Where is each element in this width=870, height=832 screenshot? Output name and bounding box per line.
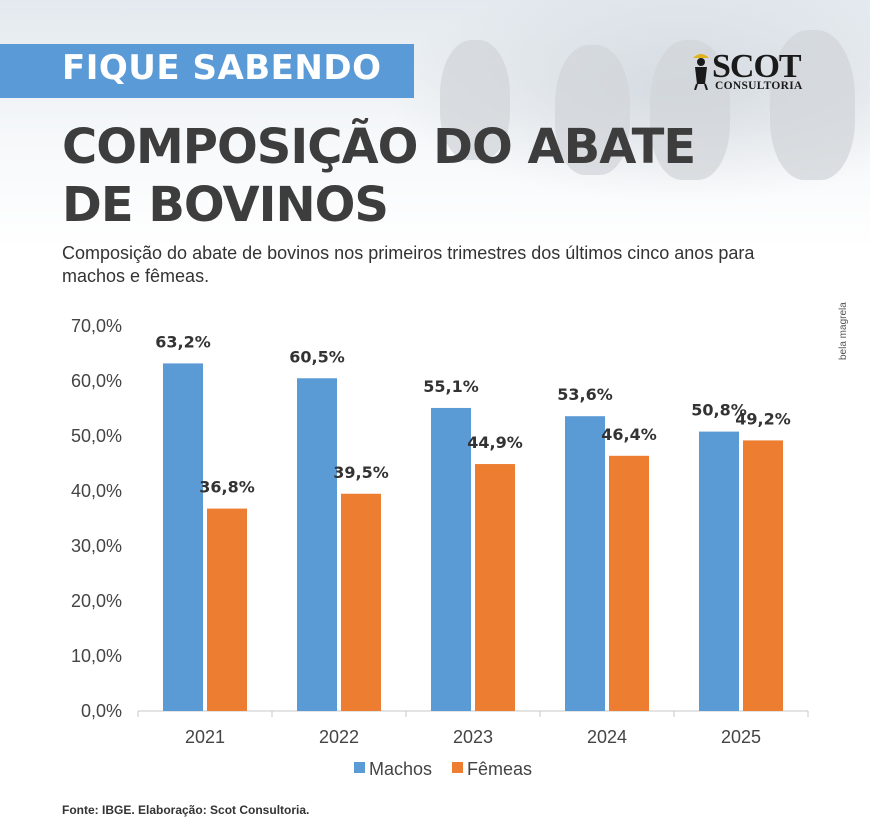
y-tick-label: 70,0% <box>71 316 122 336</box>
legend-label: Machos <box>369 759 432 779</box>
x-tick-label: 2024 <box>587 727 627 747</box>
bar-machos <box>163 363 203 711</box>
cattle-photo <box>440 40 510 160</box>
bar-machos <box>297 378 337 711</box>
legend-swatch-fêmeas <box>452 762 463 773</box>
x-tick-label: 2023 <box>453 727 493 747</box>
banner <box>0 44 414 98</box>
data-label: 46,4% <box>601 425 657 444</box>
bar-fêmeas <box>609 455 649 711</box>
y-tick-label: 50,0% <box>71 426 122 446</box>
page-title: COMPOSIÇÃO DO ABATE DE BOVINOS <box>62 118 696 234</box>
cattle-photo <box>650 40 730 180</box>
logo-word: SCOT <box>712 48 802 85</box>
data-label: 53,6% <box>557 385 613 404</box>
cowboy-icon <box>693 54 709 90</box>
y-tick-label: 10,0% <box>71 646 122 666</box>
title-line-2: DE BOVINOS <box>62 177 389 233</box>
cattle-photo <box>770 30 855 180</box>
y-tick-label: 30,0% <box>71 536 122 556</box>
source-footer: Fonte: IBGE. Elaboração: Scot Consultori… <box>62 803 310 817</box>
banner-label: FIQUE SABENDO <box>62 48 382 88</box>
cattle-photo <box>555 45 630 175</box>
bar-fêmeas <box>743 440 783 711</box>
x-tick-label: 2022 <box>319 727 359 747</box>
bar-fêmeas <box>341 493 381 711</box>
x-tick-label: 2025 <box>721 727 761 747</box>
header-background <box>0 0 870 250</box>
chart-subtitle: Composição do abate de bovinos nos prime… <box>62 243 755 286</box>
bar-machos <box>699 431 739 711</box>
data-label: 63,2% <box>155 332 211 351</box>
data-label: 60,5% <box>289 347 345 366</box>
bar-fêmeas <box>207 508 247 711</box>
data-label: 49,2% <box>735 409 791 428</box>
bar-machos <box>565 416 605 711</box>
scot-logo: SCOT CONSULTORIA <box>690 48 820 98</box>
y-tick-label: 40,0% <box>71 481 122 501</box>
bar-fêmeas <box>475 464 515 711</box>
y-tick-label: 0,0% <box>81 701 122 721</box>
bar-machos <box>431 407 471 711</box>
logo-subtitle: CONSULTORIA <box>715 80 803 92</box>
y-tick-label: 20,0% <box>71 591 122 611</box>
y-tick-label: 60,0% <box>71 371 122 391</box>
data-label: 36,8% <box>199 478 255 497</box>
title-line-1: COMPOSIÇÃO DO ABATE <box>62 119 696 175</box>
legend-label: Fêmeas <box>467 759 532 779</box>
legend-swatch-machos <box>354 762 365 773</box>
data-label: 55,1% <box>423 377 479 396</box>
x-tick-label: 2021 <box>185 727 225 747</box>
data-label: 39,5% <box>333 463 389 482</box>
data-label: 44,9% <box>467 433 523 452</box>
data-label: 50,8% <box>691 401 747 420</box>
